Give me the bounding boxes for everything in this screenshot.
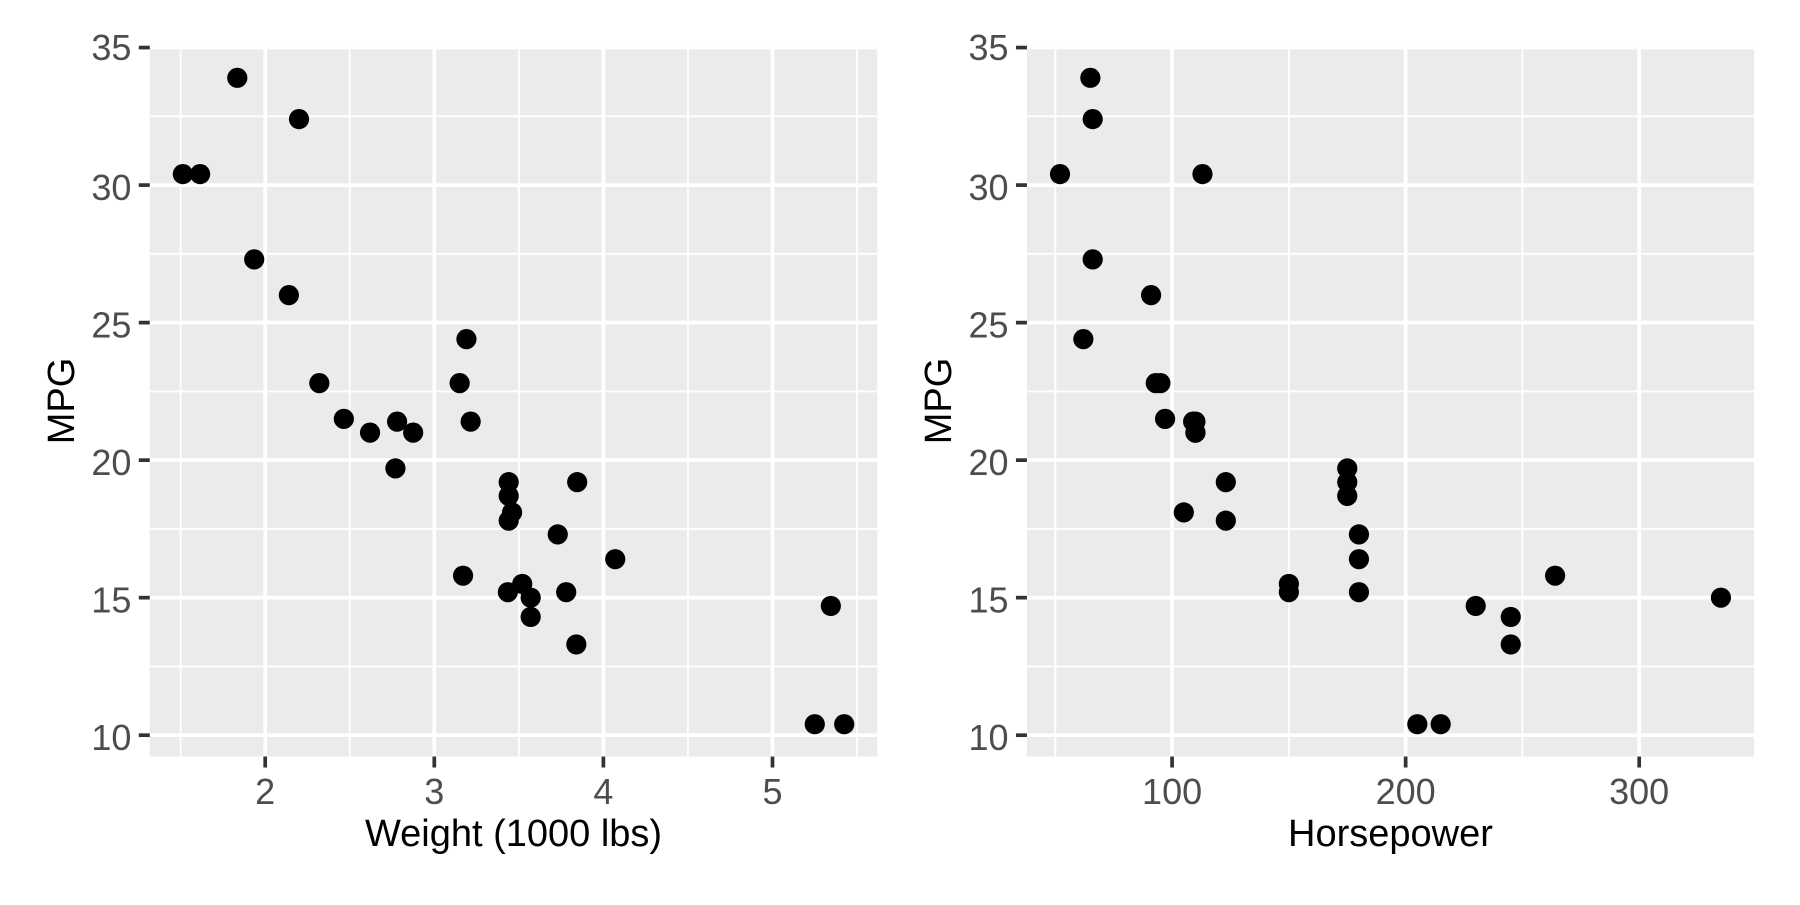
svg-text:Weight (1000 lbs): Weight (1000 lbs): [365, 813, 662, 855]
svg-text:30: 30: [91, 167, 131, 208]
svg-text:35: 35: [969, 27, 1009, 68]
svg-text:3: 3: [424, 771, 444, 812]
svg-text:20: 20: [91, 442, 131, 483]
svg-text:5: 5: [762, 771, 782, 812]
svg-text:300: 300: [1609, 771, 1669, 812]
svg-text:2: 2: [255, 771, 275, 812]
svg-text:4: 4: [593, 771, 613, 812]
svg-text:35: 35: [91, 27, 131, 68]
svg-text:15: 15: [969, 579, 1009, 620]
svg-text:30: 30: [969, 167, 1009, 208]
svg-text:25: 25: [969, 304, 1009, 345]
svg-text:Horsepower: Horsepower: [1288, 813, 1493, 855]
svg-text:MPG: MPG: [41, 358, 83, 445]
svg-text:25: 25: [91, 304, 131, 345]
svg-text:20: 20: [969, 442, 1009, 483]
svg-text:10: 10: [91, 717, 131, 758]
svg-text:15: 15: [91, 579, 131, 620]
svg-text:200: 200: [1376, 771, 1436, 812]
svg-text:100: 100: [1142, 771, 1202, 812]
svg-text:MPG: MPG: [918, 358, 960, 445]
svg-text:10: 10: [969, 717, 1009, 758]
